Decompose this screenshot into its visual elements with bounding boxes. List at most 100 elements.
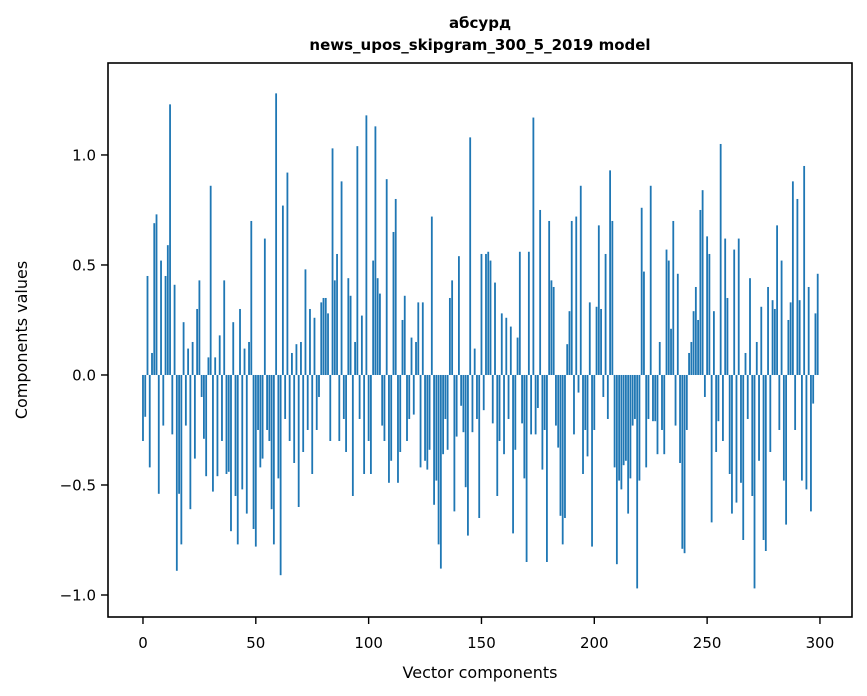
x-tick-label: 100 (354, 634, 383, 652)
bar-component-259 (726, 297, 729, 375)
bar-component-11 (166, 245, 169, 375)
bar-component-102 (372, 260, 375, 375)
bar-component-114 (399, 374, 402, 452)
bar-component-236 (674, 374, 677, 426)
bar-component-165 (514, 374, 517, 450)
bar-component-54 (263, 238, 266, 375)
bar-component-49 (252, 374, 255, 529)
bar-component-104 (376, 278, 379, 375)
bar-component-76 (313, 317, 316, 375)
bar-component-235 (672, 220, 675, 375)
bar-component-148 (476, 374, 478, 419)
bar-component-152 (485, 253, 487, 375)
bar-component-12 (169, 104, 171, 375)
bar-component-16 (178, 374, 180, 494)
bar-component-24 (196, 308, 199, 375)
bar-component-43 (239, 308, 241, 375)
bar-component-64 (286, 172, 289, 375)
bar-component-116 (403, 295, 406, 375)
bar-component-5 (153, 223, 156, 375)
bar-component-0 (142, 374, 144, 441)
ticks-group: 0 50 100 150 200 250 300 1.0 0.5 0.0 −0.5 −1.0 (60, 146, 835, 652)
bar-component-199 (591, 374, 593, 547)
bar-component-179 (546, 374, 548, 562)
bar-component-226 (652, 374, 654, 422)
bar-component-138 (453, 374, 456, 512)
bar-component-160 (503, 374, 505, 455)
bar-component-6 (155, 214, 158, 375)
bar-component-1 (144, 374, 147, 417)
bar-component-71 (302, 374, 305, 452)
bar-component-249 (703, 374, 706, 397)
bar-component-95 (356, 146, 359, 375)
bar-component-142 (462, 374, 465, 433)
bar-component-287 (789, 302, 792, 375)
bar-component-113 (397, 374, 399, 483)
bar-component-215 (627, 374, 630, 514)
bar-component-296 (810, 374, 812, 512)
bar-component-75 (311, 374, 314, 474)
bar-component-213 (622, 374, 625, 466)
bar-component-180 (548, 220, 551, 375)
bar-component-254 (715, 374, 718, 452)
bar-component-89 (342, 374, 345, 419)
y-tick-label: 0.5 (72, 256, 96, 274)
bar-component-264 (737, 238, 740, 375)
bar-component-288 (791, 181, 794, 375)
chart-title-model: news_upos_skipgram_300_5_2019 model (309, 36, 650, 54)
x-axis-label: Vector components (403, 663, 558, 682)
bar-component-237 (676, 273, 679, 375)
bar-component-164 (512, 374, 514, 534)
bar-component-190 (570, 220, 573, 375)
bar-component-10 (164, 275, 167, 375)
bar-component-278 (769, 374, 772, 452)
bar-component-243 (690, 341, 693, 375)
bar-component-123 (419, 374, 422, 468)
bar-component-156 (494, 282, 496, 375)
bar-component-161 (505, 317, 508, 375)
bar-component-53 (261, 374, 264, 459)
bar-component-294 (805, 374, 808, 490)
bar-component-202 (597, 225, 600, 375)
bar-component-281 (776, 225, 778, 375)
bar-component-265 (740, 374, 742, 483)
bar-component-253 (712, 311, 715, 375)
bar-component-88 (340, 181, 343, 375)
bar-component-241 (685, 374, 688, 430)
bar-component-198 (588, 302, 591, 375)
bar-component-136 (448, 297, 451, 375)
bar-component-81 (324, 297, 327, 375)
bar-component-273 (758, 374, 760, 461)
bar-component-297 (812, 374, 815, 404)
bar-component-173 (532, 117, 535, 375)
bar-component-158 (498, 374, 501, 441)
bar-component-105 (379, 293, 381, 375)
bar-component-279 (771, 300, 774, 375)
bar-component-151 (482, 374, 485, 411)
bar-component-186 (561, 374, 564, 545)
bar-component-167 (518, 251, 521, 375)
bar-component-90 (345, 374, 347, 452)
bar-component-216 (629, 374, 632, 479)
bar-component-83 (329, 374, 332, 441)
bar-component-98 (363, 374, 366, 474)
bar-component-100 (367, 374, 370, 441)
bar-component-220 (638, 374, 641, 481)
bar-component-68 (295, 344, 298, 375)
bar-component-131 (437, 374, 440, 545)
bar-component-195 (582, 374, 584, 474)
bar-component-214 (624, 374, 627, 461)
bar-component-48 (250, 220, 253, 375)
bar-component-34 (218, 335, 221, 375)
bar-component-69 (297, 374, 300, 507)
bar-component-205 (604, 253, 607, 375)
bar-component-143 (464, 374, 467, 488)
bar-component-298 (814, 313, 817, 375)
bar-component-153 (487, 251, 490, 375)
bar-component-217 (631, 374, 634, 426)
bar-component-182 (552, 286, 555, 375)
bar-component-121 (415, 341, 417, 375)
bar-component-118 (408, 374, 411, 419)
bar-component-21 (189, 374, 192, 510)
